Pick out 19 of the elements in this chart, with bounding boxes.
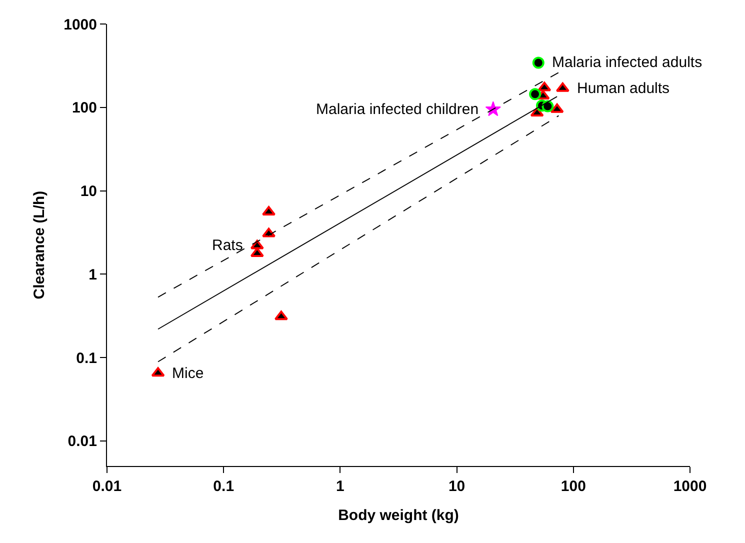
x-tick-label: 0.1 xyxy=(213,478,234,495)
y-tick-label: 100 xyxy=(72,100,97,117)
annotation: Malaria infected adults xyxy=(552,54,702,71)
x-tick-label: 0.01 xyxy=(92,478,122,495)
y-tick-label: 0.1 xyxy=(76,350,97,367)
y-tick-label: 1000 xyxy=(64,16,97,34)
x-tick-label: 10 xyxy=(448,478,466,495)
annotation: Malaria infected children xyxy=(316,101,479,118)
y-axis-title: Clearance (L/h) xyxy=(30,190,48,300)
x-tick-label: 1000 xyxy=(673,478,707,495)
annotation: Rats xyxy=(212,237,243,254)
y-tick-label: 0.01 xyxy=(68,433,97,450)
x-axis-title: Body weight (kg) xyxy=(338,507,459,524)
y-tick-label: 10 xyxy=(80,183,97,200)
x-tick-label: 100 xyxy=(560,478,586,495)
annotation: Human adults xyxy=(577,80,670,97)
x-tick-label: 1 xyxy=(336,478,344,495)
y-tick-label: 1 xyxy=(88,266,97,284)
annotation: Mice xyxy=(172,365,204,382)
